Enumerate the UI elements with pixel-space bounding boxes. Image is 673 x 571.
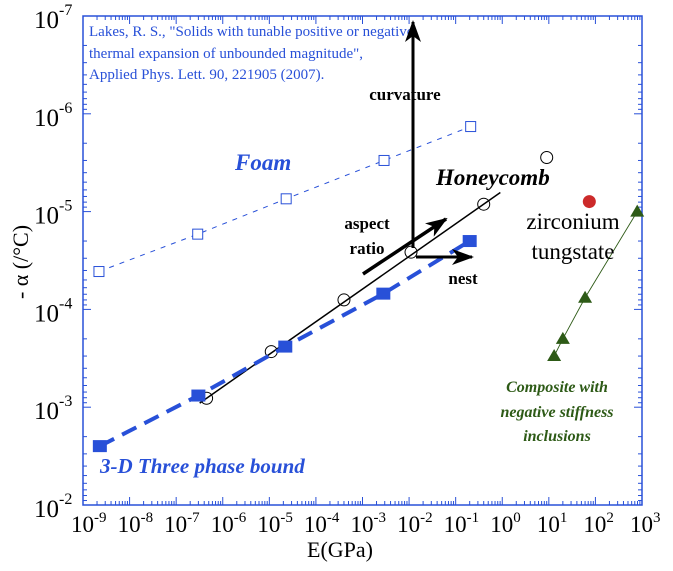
x-tick-label: 10-6 bbox=[211, 510, 247, 537]
x-tick-label: 101 bbox=[537, 510, 568, 537]
aspect-ratio-arrow bbox=[362, 217, 448, 276]
y-tick-label: 10-5 bbox=[34, 198, 72, 230]
x-tick-label: 10-4 bbox=[304, 510, 340, 537]
data-point-square bbox=[378, 154, 390, 166]
x-tick-label: 10-1 bbox=[444, 510, 480, 537]
data-point-triangle bbox=[547, 349, 562, 362]
data-point-triangle bbox=[578, 290, 593, 303]
y-tick-label: 10-6 bbox=[34, 100, 72, 132]
y-tick-label: 10-7 bbox=[34, 2, 72, 34]
label-zirconium: zirconium bbox=[526, 209, 619, 234]
x-tick-label: 102 bbox=[583, 510, 614, 537]
composite-line: negative stiffness bbox=[500, 404, 613, 421]
y-tick-labels: 10-7 10-6 10-5 10-4 10-3 10-2 bbox=[34, 2, 72, 523]
data-point-circle bbox=[477, 197, 491, 211]
y-axis-label: - α (/°C) bbox=[8, 225, 33, 299]
label-aspect: aspect bbox=[344, 214, 390, 233]
y-tick-label: 10-2 bbox=[34, 491, 72, 523]
series-layer bbox=[92, 121, 645, 453]
y-tick-label: 10-3 bbox=[34, 393, 72, 425]
label-curvature: curvature bbox=[369, 85, 441, 104]
citation: Lakes, R. S., "Solids with tunable posit… bbox=[89, 24, 414, 83]
data-point-square bbox=[465, 121, 477, 133]
series-foam bbox=[93, 121, 477, 278]
label-composite: Composite with negative stiffness inclus… bbox=[500, 379, 613, 445]
label-honeycomb: Honeycomb bbox=[435, 165, 550, 190]
label-bound: 3-D Three phase bound bbox=[99, 454, 305, 478]
label-ratio: ratio bbox=[350, 239, 385, 258]
series-composite-with-negative-stiffness-inclusions bbox=[547, 204, 645, 362]
x-tick-label: 10-3 bbox=[351, 510, 387, 537]
data-point-dot bbox=[582, 195, 596, 209]
plot-frame bbox=[82, 15, 643, 506]
data-point-circle bbox=[404, 245, 418, 259]
x-tick-label: 10-7 bbox=[164, 510, 200, 537]
x-tick-label: 10-8 bbox=[118, 510, 154, 537]
x-axis-label: E(GPa) bbox=[307, 537, 373, 562]
composite-line: inclusions bbox=[523, 428, 591, 445]
data-point-circle bbox=[540, 151, 554, 165]
x-tick-label: 10-9 bbox=[71, 510, 107, 537]
data-point-square bbox=[280, 193, 292, 205]
x-tick-label: 103 bbox=[630, 510, 661, 537]
x-tick-label: 10-5 bbox=[257, 510, 293, 537]
x-tick-label: 10-2 bbox=[397, 510, 433, 537]
x-tick-label: 100 bbox=[490, 510, 521, 537]
data-point-filled-square bbox=[191, 389, 206, 402]
data-point-filled-square bbox=[376, 287, 391, 300]
composite-line: Composite with bbox=[506, 379, 608, 396]
label-tungstate: tungstate bbox=[531, 239, 614, 264]
label-foam: Foam bbox=[234, 150, 291, 175]
data-point-filled-square bbox=[278, 340, 293, 353]
series-honeycomb-outlier- bbox=[540, 151, 554, 165]
data-point-triangle bbox=[555, 331, 570, 344]
series-line bbox=[553, 211, 638, 357]
data-point-circle bbox=[337, 293, 351, 307]
series-zirconium-tungstate bbox=[582, 195, 596, 209]
citation-line: thermal expansion of unbounded magnitude… bbox=[89, 46, 363, 62]
series-3-d-three-phase-bound bbox=[92, 235, 477, 453]
label-nest: nest bbox=[448, 269, 478, 288]
data-point-triangle bbox=[630, 204, 645, 217]
data-point-filled-square bbox=[462, 235, 477, 248]
data-point-square bbox=[192, 228, 204, 240]
y-tick-label: 10-4 bbox=[34, 295, 72, 327]
citation-line: Applied Phys. Lett. 90, 221905 (2007). bbox=[89, 67, 324, 83]
x-tick-labels: 10-9 10-8 10-7 10-6 10-5 10-4 10-3 10-2 10-1 100 1… bbox=[71, 510, 661, 537]
data-point-square bbox=[93, 266, 105, 278]
data-point-filled-square bbox=[92, 440, 107, 453]
citation-line: Lakes, R. S., "Solids with tunable posit… bbox=[89, 24, 414, 40]
